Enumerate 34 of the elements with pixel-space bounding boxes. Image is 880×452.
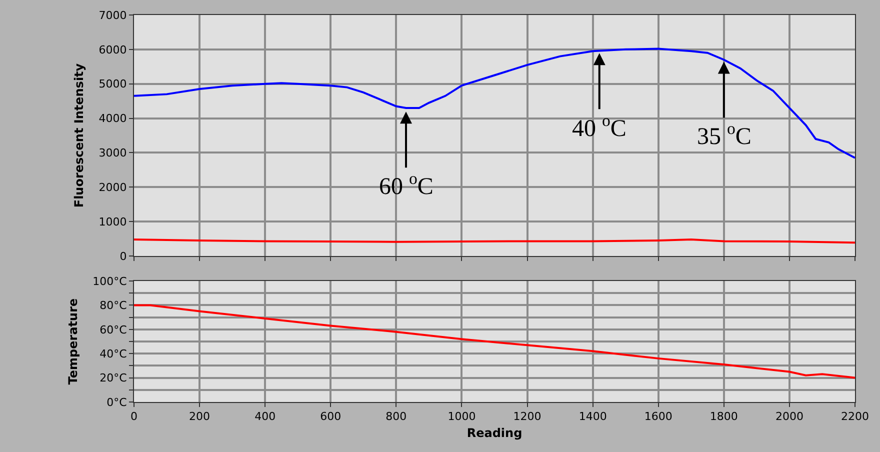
x-tick-label: 1200 (513, 410, 542, 424)
y-tick-label: 60°C (100, 323, 128, 336)
x-tick-label: 1400 (578, 410, 607, 424)
x-tick-label: 1600 (644, 410, 672, 424)
x-tick-label: 1800 (710, 410, 738, 424)
y-tick-label: 2000 (98, 180, 127, 194)
y-tick-label: 80°C (100, 299, 128, 312)
x-tick-label: 200 (189, 410, 210, 424)
y-tick-label: 20°C (100, 372, 128, 385)
y-tick-label: 5000 (98, 78, 127, 91)
y-tick-label: 3000 (98, 146, 127, 160)
y-tick-label: 40°C (100, 347, 128, 360)
y-tick-label: 7000 (98, 8, 127, 22)
y-tick-label: 100°C (92, 274, 128, 288)
x-axis-title: Reading (466, 426, 522, 440)
annotation: 60 $^{o}$C (379, 169, 434, 200)
line-series (134, 304, 855, 379)
x-tick-label: 2200 (841, 410, 869, 424)
x-tick-label: 2000 (775, 410, 804, 424)
y-tick-label: 1000 (98, 215, 127, 228)
annotation: 35 $^{o}$C (697, 119, 752, 150)
x-tick-label: 0 (130, 410, 138, 424)
y-tick-label: 0°C (106, 396, 128, 409)
x-tick-label: 600 (320, 410, 342, 424)
y-tick-label: 4000 (98, 112, 127, 126)
x-tick-label: 1000 (448, 410, 476, 424)
y-axis-title: Fluorescent Intensity (72, 63, 86, 208)
y-tick-label: 0 (120, 250, 127, 263)
x-tick-label: 400 (254, 410, 276, 424)
line-series (134, 48, 855, 159)
y-tick-label: 6000 (98, 43, 127, 56)
x-tick-label: 800 (386, 410, 407, 424)
annotation: 40 $^{o}$C (572, 111, 626, 142)
y-axis-title: Temperature (66, 298, 80, 385)
